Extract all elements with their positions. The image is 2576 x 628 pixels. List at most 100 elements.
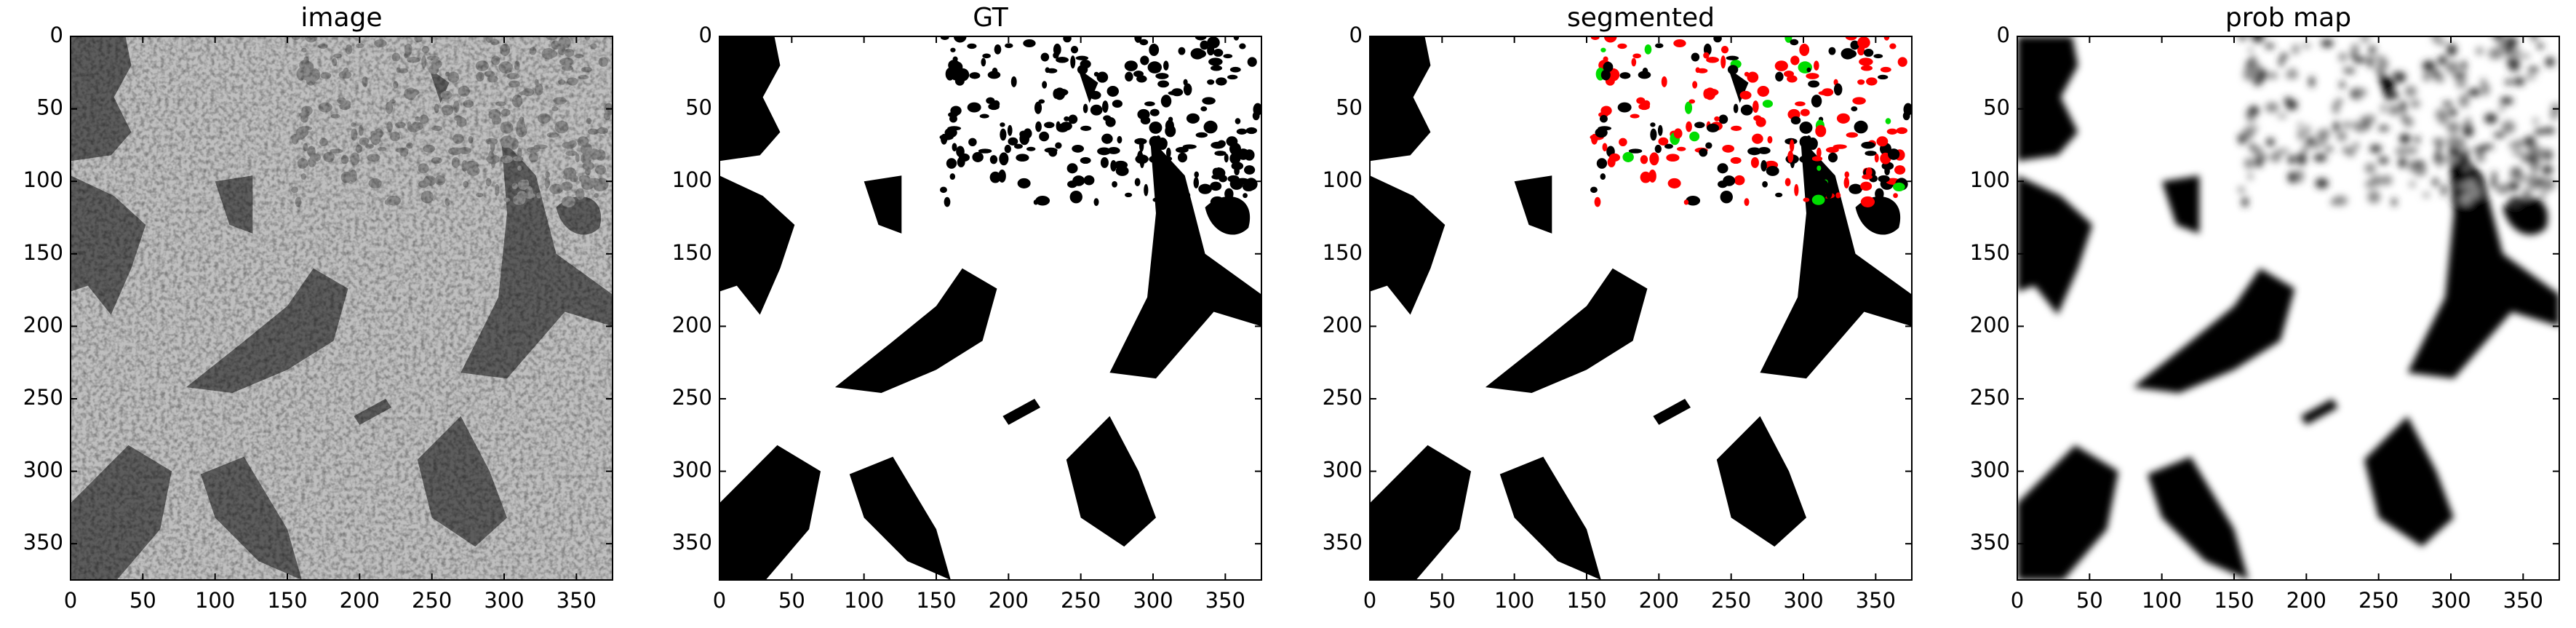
speck xyxy=(1210,196,1225,207)
speck xyxy=(2248,69,2258,81)
speck xyxy=(2521,154,2527,163)
y-tick-label: 100 xyxy=(1323,167,1363,192)
speck xyxy=(2248,47,2254,52)
speck xyxy=(2447,122,2460,134)
speck xyxy=(2265,102,2279,113)
x-tick-label: 100 xyxy=(844,588,884,613)
speck xyxy=(1101,100,1109,113)
speck xyxy=(2455,80,2468,88)
speck xyxy=(1703,52,1710,59)
speck xyxy=(950,106,962,116)
speck xyxy=(2388,104,2401,116)
speck xyxy=(946,158,957,169)
speck xyxy=(1692,81,1698,89)
speck xyxy=(2483,192,2489,199)
speck xyxy=(2480,144,2495,149)
speck xyxy=(1227,74,1238,80)
speck xyxy=(1640,155,1648,164)
speck xyxy=(1806,67,1811,73)
speck xyxy=(2381,175,2393,186)
x-tick-label: 350 xyxy=(1856,588,1896,613)
speck xyxy=(2378,125,2390,131)
speck xyxy=(1622,151,1634,162)
speck xyxy=(1844,171,1849,178)
speck xyxy=(2458,183,2465,189)
speck xyxy=(1843,49,1857,58)
speck xyxy=(1817,179,1829,190)
x-tick-label: 100 xyxy=(1494,588,1534,613)
speck xyxy=(1799,43,1810,57)
speck xyxy=(1207,79,1215,85)
y-tick-label: 50 xyxy=(1336,95,1363,120)
speck xyxy=(2367,190,2380,204)
speck xyxy=(2459,194,2473,205)
speck xyxy=(1865,151,1877,156)
speck xyxy=(2432,178,2439,186)
speck xyxy=(2447,108,2457,116)
speck xyxy=(1661,76,1667,87)
pores xyxy=(719,36,1262,580)
speck xyxy=(2437,39,2447,46)
speck xyxy=(1896,127,1908,135)
speck xyxy=(1790,39,1799,46)
chart-title: GT xyxy=(973,3,1009,33)
pore xyxy=(2300,399,2339,425)
speck xyxy=(1866,77,1878,86)
speck xyxy=(1070,46,1079,54)
speck xyxy=(1110,160,1117,172)
speck xyxy=(1854,120,1868,134)
speck xyxy=(2305,137,2316,146)
speck xyxy=(2292,44,2300,55)
speck xyxy=(2395,147,2409,156)
speck xyxy=(1667,178,1681,188)
x-tick-label: 300 xyxy=(1783,588,1823,613)
speck xyxy=(2377,156,2389,164)
speck xyxy=(1762,100,1774,108)
speck xyxy=(1619,138,1627,147)
image-panel xyxy=(2017,36,2560,580)
speck xyxy=(1734,175,1745,186)
speck xyxy=(1731,125,1742,131)
speck xyxy=(1149,155,1162,164)
y-tick-label: 200 xyxy=(23,312,63,337)
speck xyxy=(2447,155,2460,164)
x-tick-label: 200 xyxy=(340,588,380,613)
speck xyxy=(1885,118,1891,124)
speck xyxy=(1183,83,1192,96)
speck xyxy=(2492,171,2497,178)
y-tick-label: 300 xyxy=(23,458,63,482)
speck xyxy=(2285,71,2299,79)
speck xyxy=(2522,188,2532,200)
speck xyxy=(2370,175,2383,186)
speck xyxy=(2542,165,2553,175)
speck xyxy=(2373,55,2387,60)
x-tick-label: 250 xyxy=(412,588,452,613)
speck xyxy=(1714,116,1720,122)
pore xyxy=(2147,456,2249,580)
image-panel xyxy=(71,36,613,580)
speck xyxy=(1720,46,1729,54)
speck xyxy=(1107,147,1120,154)
speck xyxy=(1744,198,1750,207)
speck xyxy=(2350,52,2357,59)
speck xyxy=(2353,123,2367,132)
speck xyxy=(2245,126,2260,131)
speck xyxy=(1096,71,1109,83)
speck xyxy=(1799,122,1813,134)
speck xyxy=(1070,55,1076,69)
speck xyxy=(1794,183,1799,196)
speck xyxy=(1210,181,1222,191)
speck xyxy=(1590,36,1600,40)
y-tick-label: 250 xyxy=(1970,385,2010,410)
speck xyxy=(1023,39,1036,48)
y-tick-label: 150 xyxy=(1970,240,2010,265)
speck xyxy=(1149,122,1163,134)
speck xyxy=(2297,128,2305,141)
pore xyxy=(719,175,795,315)
speck xyxy=(950,47,956,52)
speck xyxy=(2532,118,2539,124)
speck xyxy=(972,151,984,162)
speck xyxy=(2505,79,2513,85)
speck xyxy=(1203,120,1218,134)
axes-frame xyxy=(719,36,1262,581)
